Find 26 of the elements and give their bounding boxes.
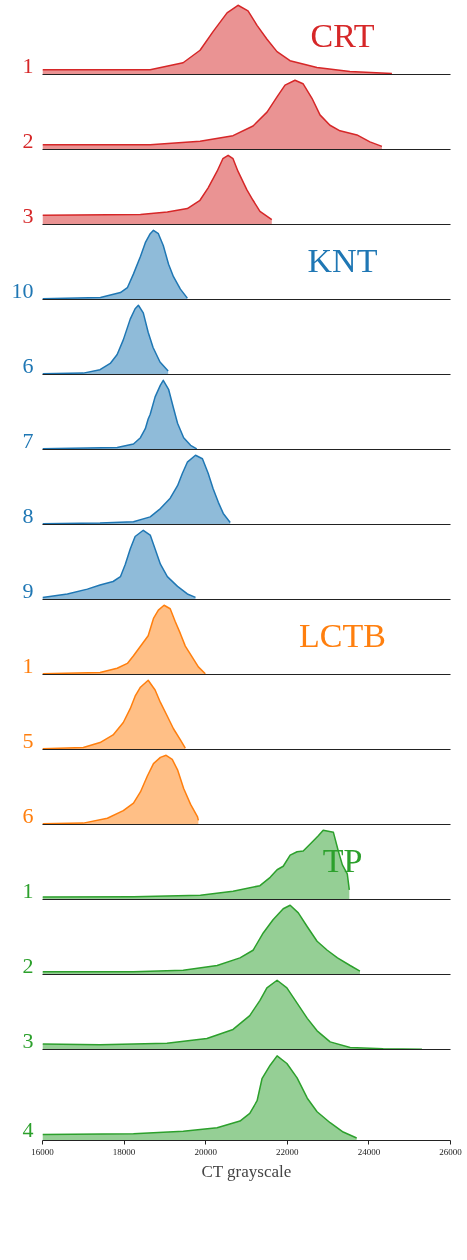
series-label: 3 [22, 202, 34, 228]
series-label: 10 [11, 277, 34, 303]
x-tick-label: 24000 [357, 1146, 381, 1157]
series-label: 2 [22, 952, 34, 978]
x-tick-label: 16000 [31, 1146, 55, 1157]
series-label: 2 [22, 127, 34, 153]
series-label: 1 [22, 52, 34, 78]
series-label: 9 [22, 577, 34, 603]
series-label: 4 [22, 1116, 34, 1142]
x-tick-label: 26000 [439, 1146, 463, 1157]
series-label: 5 [22, 727, 34, 753]
series-label: 6 [22, 802, 34, 828]
x-tick-label: 20000 [194, 1146, 218, 1157]
series-label: 7 [22, 427, 34, 453]
series-label: 1 [22, 877, 34, 903]
annotation: LCTB [299, 616, 386, 654]
annotation: CRT [310, 16, 375, 54]
x-axis-title: CT grayscale [201, 1161, 292, 1181]
series-label: 6 [22, 352, 34, 378]
series-label: 1 [22, 652, 34, 678]
x-tick-label: 18000 [112, 1146, 136, 1157]
x-tick-label: 22000 [276, 1146, 300, 1157]
annotation: KNT [307, 241, 378, 279]
series-label: 3 [22, 1027, 34, 1053]
series-label: 8 [22, 502, 34, 528]
annotation: TP [322, 841, 363, 879]
